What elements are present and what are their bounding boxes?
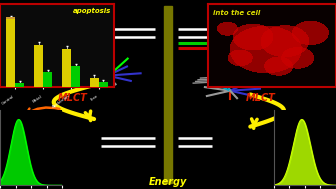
- Bar: [90, 78, 99, 87]
- Bar: [6, 19, 15, 87]
- Bar: [34, 45, 43, 87]
- Text: MLCT: MLCT: [57, 93, 87, 103]
- Bar: [6, 17, 15, 19]
- Text: into the cell: into the cell: [213, 10, 261, 16]
- Bar: [62, 49, 71, 87]
- Text: MLCT: MLCT: [246, 93, 275, 103]
- Bar: [99, 82, 108, 87]
- Bar: [164, 6, 172, 183]
- Text: apoptosis: apoptosis: [73, 8, 111, 14]
- Bar: [43, 72, 52, 87]
- Bar: [15, 83, 24, 87]
- Bar: [71, 66, 80, 87]
- Text: Energy: Energy: [149, 177, 187, 187]
